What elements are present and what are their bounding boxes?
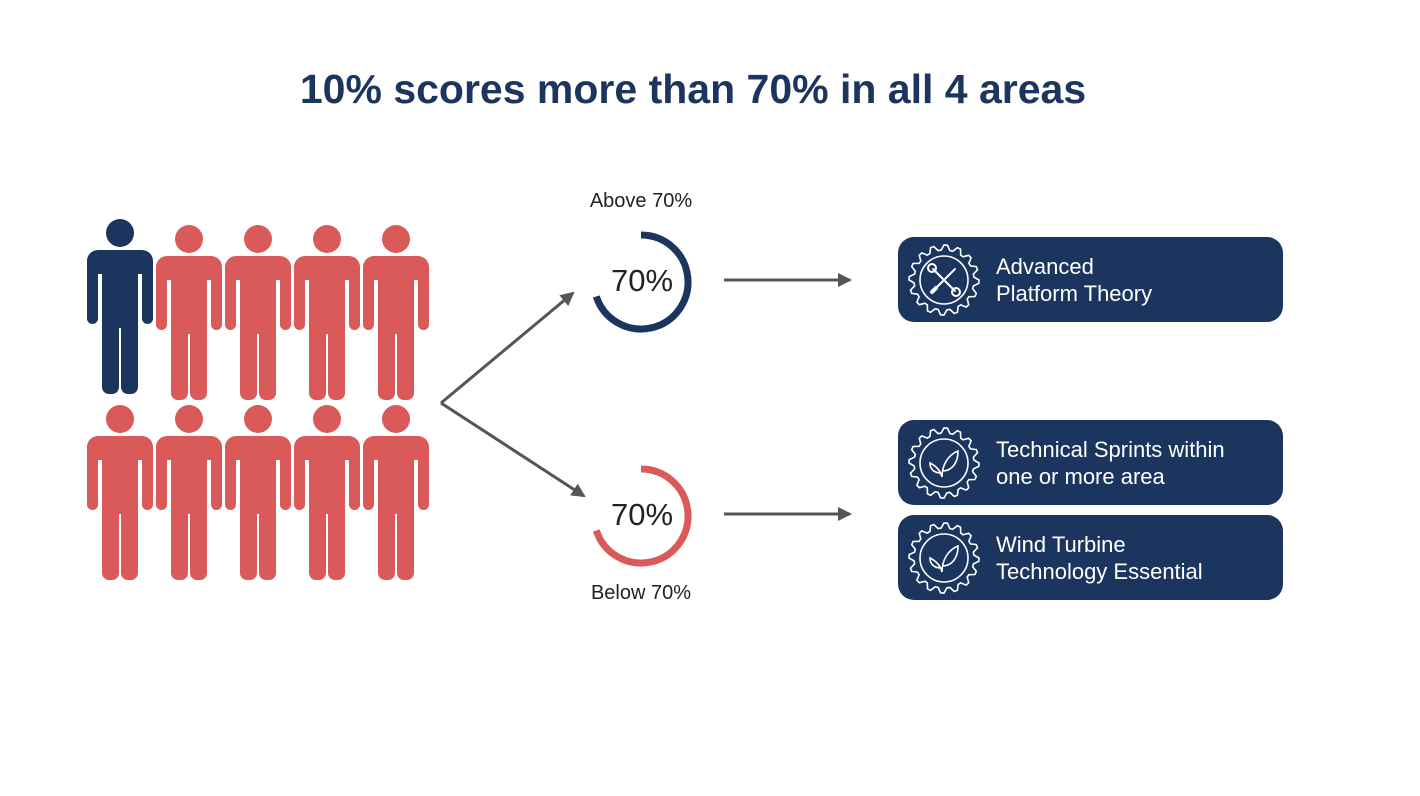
program-technical-sprints: Technical Sprints within one or more area bbox=[898, 420, 1283, 505]
person-icon bbox=[225, 405, 291, 580]
person-icon bbox=[225, 225, 291, 400]
page-title: 10% scores more than 70% in all 4 areas bbox=[299, 66, 1087, 112]
above-label: Above 70% bbox=[589, 190, 693, 212]
person-icon bbox=[294, 225, 360, 400]
program-line2: Platform Theory bbox=[996, 280, 1153, 306]
person-icon-highlighted bbox=[87, 219, 153, 394]
program-line1: Technical Sprints within bbox=[996, 436, 1225, 462]
program-wind-turbine: Wind Turbine Technology Essential bbox=[898, 515, 1283, 600]
gear-tools-icon bbox=[908, 243, 980, 316]
person-icon bbox=[363, 225, 429, 400]
person-icon bbox=[294, 405, 360, 580]
gear-leaf-icon bbox=[908, 521, 980, 594]
program-line1: Advanced bbox=[996, 253, 1094, 279]
person-icon bbox=[87, 405, 153, 580]
below-ring bbox=[592, 465, 692, 567]
person-icon bbox=[363, 405, 429, 580]
below-value: 70% bbox=[610, 497, 674, 532]
program-line2: Technology Essential bbox=[996, 558, 1203, 584]
branch-arrow-up bbox=[440, 291, 575, 405]
program-line2: one or more area bbox=[996, 463, 1165, 489]
gear-leaf-icon bbox=[908, 426, 980, 499]
above-value: 70% bbox=[610, 263, 674, 298]
person-icon bbox=[156, 225, 222, 400]
person-icon bbox=[156, 405, 222, 580]
program-advanced-platform-theory: Advanced Platform Theory bbox=[898, 237, 1283, 322]
program-line1: Wind Turbine bbox=[996, 531, 1126, 557]
below-label: Below 70% bbox=[590, 582, 692, 604]
above-ring bbox=[592, 231, 692, 333]
branch-arrow-down bbox=[440, 401, 586, 498]
people-grid bbox=[87, 219, 429, 580]
